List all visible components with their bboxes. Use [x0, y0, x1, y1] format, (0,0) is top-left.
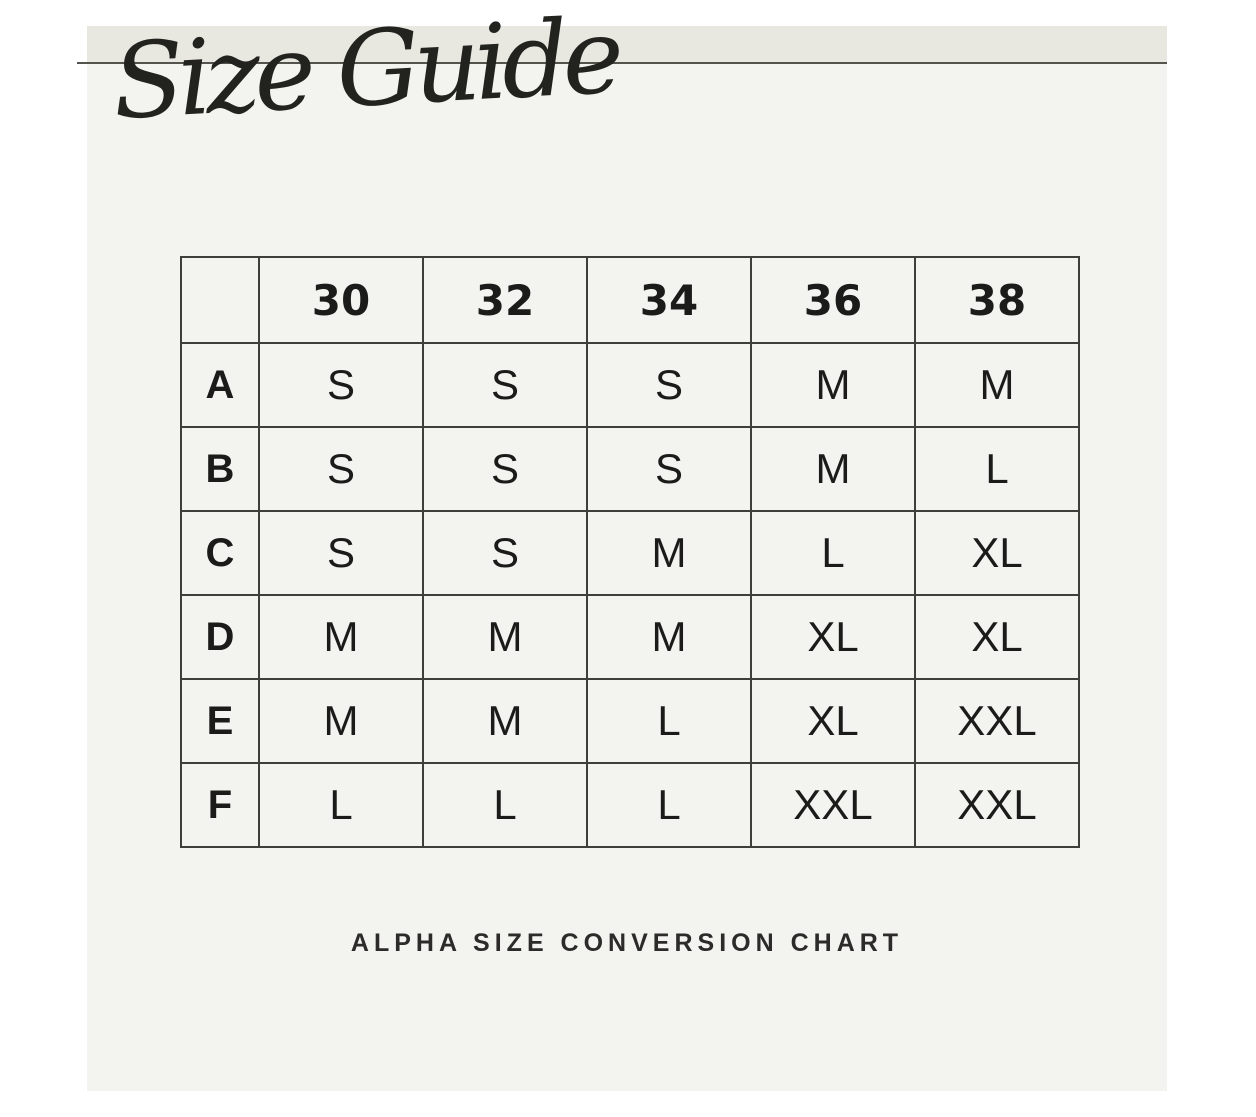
column-header-30: 30 — [258, 256, 424, 344]
table-row-e: E M M L XL XXL — [180, 678, 1080, 764]
table-row-d: D M M M XL XL — [180, 594, 1080, 680]
table-row-c: C S S M L XL — [180, 510, 1080, 596]
header-divider-line — [77, 62, 1167, 64]
table-cell: S — [258, 510, 424, 596]
row-label-e: E — [180, 678, 260, 764]
table-cell: L — [586, 762, 752, 848]
header-band — [87, 26, 1167, 62]
table-cell: L — [258, 762, 424, 848]
table-corner-cell — [180, 256, 260, 344]
row-label-f: F — [180, 762, 260, 848]
table-cell: M — [750, 426, 916, 512]
table-row-b: B S S S M L — [180, 426, 1080, 512]
table-cell: M — [586, 510, 752, 596]
table-cell: S — [422, 426, 588, 512]
table-cell: M — [422, 678, 588, 764]
column-header-36: 36 — [750, 256, 916, 344]
table-cell: S — [422, 510, 588, 596]
table-header-row: 30 32 34 36 38 — [180, 256, 1080, 344]
column-header-32: 32 — [422, 256, 588, 344]
table-cell: L — [422, 762, 588, 848]
table-cell: XL — [914, 510, 1080, 596]
table-cell: XL — [750, 678, 916, 764]
table-cell: M — [258, 678, 424, 764]
table-cell: S — [586, 342, 752, 428]
table-cell: S — [586, 426, 752, 512]
size-conversion-table: 30 32 34 36 38 A S S S M M B S — [180, 256, 1080, 848]
table-caption: ALPHA SIZE CONVERSION CHART — [350, 929, 904, 957]
table-cell: L — [586, 678, 752, 764]
table-cell: XXL — [750, 762, 916, 848]
table-cell: S — [258, 426, 424, 512]
table-cell: M — [914, 342, 1080, 428]
table-row-f: F L L L XXL XXL — [180, 762, 1080, 848]
row-label-c: C — [180, 510, 260, 596]
column-header-34: 34 — [586, 256, 752, 344]
row-label-d: D — [180, 594, 260, 680]
table-cell: XXL — [914, 762, 1080, 848]
table-cell: XL — [914, 594, 1080, 680]
row-label-a: A — [180, 342, 260, 428]
table-cell: L — [750, 510, 916, 596]
row-label-b: B — [180, 426, 260, 512]
table-cell: XL — [750, 594, 916, 680]
table-cell: M — [422, 594, 588, 680]
table-cell: L — [914, 426, 1080, 512]
table-cell: M — [586, 594, 752, 680]
table-row-a: A S S S M M — [180, 342, 1080, 428]
size-guide-title: Size Guide — [109, 0, 621, 143]
content-panel: Size Guide 30 32 34 36 38 A S — [77, 0, 1167, 1091]
table-cell: M — [750, 342, 916, 428]
table-cell: M — [258, 594, 424, 680]
table-cell: XXL — [914, 678, 1080, 764]
table-cell: S — [422, 342, 588, 428]
column-header-38: 38 — [914, 256, 1080, 344]
table-cell: S — [258, 342, 424, 428]
